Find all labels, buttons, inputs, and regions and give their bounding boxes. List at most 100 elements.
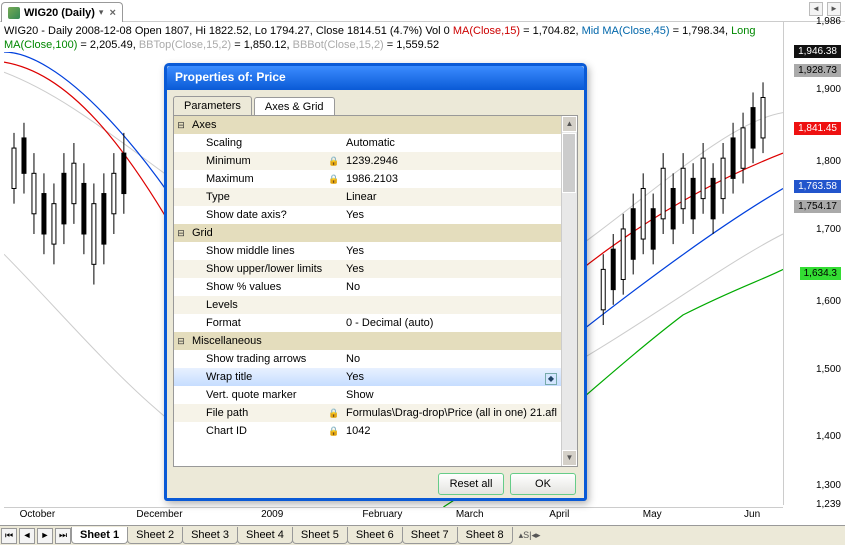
- ok-button[interactable]: OK: [510, 473, 576, 495]
- property-row[interactable]: Minimum🔒1239.2946: [174, 152, 561, 170]
- property-row[interactable]: Levels: [174, 296, 561, 314]
- property-row[interactable]: Show % values No: [174, 278, 561, 296]
- x-tick: October: [20, 509, 56, 520]
- property-value[interactable]: Automatic: [342, 137, 561, 149]
- scroll-up-icon[interactable]: ▲: [562, 116, 577, 132]
- y-value-box: 1,928.73: [794, 64, 841, 77]
- property-label: Maximum: [188, 173, 328, 185]
- sheet-more-icon[interactable]: ▴S|◂▸: [515, 530, 545, 541]
- property-label: Minimum: [188, 155, 328, 167]
- reset-all-button[interactable]: Reset all: [438, 473, 504, 495]
- sheet-tab[interactable]: Sheet 1: [71, 527, 128, 544]
- property-label: Show date axis?: [188, 209, 328, 221]
- x-tick: April: [549, 509, 569, 520]
- sheet-tab[interactable]: Sheet 2: [127, 527, 183, 544]
- sheet-prev-button[interactable]: ◄: [19, 528, 35, 544]
- tab-next-button[interactable]: ►: [827, 2, 841, 16]
- y-value-box: 1,634.3: [800, 267, 841, 280]
- properties-dialog: Properties of: Price Parameters Axes & G…: [164, 63, 587, 501]
- property-value[interactable]: Yes: [342, 263, 561, 275]
- y-tick: 1,800: [791, 156, 841, 167]
- section-header[interactable]: ⊟Miscellaneous: [174, 332, 561, 350]
- property-label: Show trading arrows: [188, 353, 328, 365]
- property-row[interactable]: Wrap title Yes◆: [174, 368, 561, 386]
- sheet-tab[interactable]: Sheet 5: [292, 527, 348, 544]
- y-tick: 1,500: [791, 364, 841, 375]
- chart-tab-title: WIG20 (Daily): [24, 7, 95, 19]
- collapse-icon[interactable]: ⊟: [174, 120, 188, 131]
- property-row[interactable]: Vert. quote markerShow: [174, 386, 561, 404]
- collapse-icon[interactable]: ⊟: [174, 228, 188, 239]
- property-label: Format: [188, 317, 328, 329]
- x-tick: May: [643, 509, 662, 520]
- sheet-tab[interactable]: Sheet 6: [347, 527, 403, 544]
- dialog-title: Properties of: Price: [167, 66, 584, 90]
- lock-icon: 🔒: [328, 156, 342, 167]
- property-value[interactable]: 0 - Decimal (auto): [342, 317, 561, 329]
- property-value[interactable]: No: [342, 281, 561, 293]
- sheet-next-button[interactable]: ►: [37, 528, 53, 544]
- property-label: Chart ID: [188, 425, 328, 437]
- scroll-thumb[interactable]: [562, 133, 576, 193]
- property-row[interactable]: TypeLinear: [174, 188, 561, 206]
- property-value[interactable]: Formulas\Drag-drop\Price (all in one) 21…: [342, 407, 561, 419]
- property-label: Show % values: [188, 281, 328, 293]
- y-value-box: 1,763.58: [794, 180, 841, 193]
- property-row[interactable]: Chart ID🔒1042: [174, 422, 561, 440]
- dialog-tabs: Parameters Axes & Grid: [173, 96, 578, 115]
- chart-tab-bar: WIG20 (Daily) ▾ × ◄ ►: [0, 0, 845, 22]
- property-label: Levels: [188, 299, 328, 311]
- tab-parameters[interactable]: Parameters: [173, 96, 252, 115]
- y-tick: 1,600: [791, 296, 841, 307]
- tab-axes-grid[interactable]: Axes & Grid: [254, 97, 335, 116]
- property-label: Wrap title: [188, 371, 328, 383]
- y-tick: 1,400: [791, 431, 841, 442]
- property-label: Show middle lines: [188, 245, 328, 257]
- y-tick: 1,700: [791, 224, 841, 235]
- property-row[interactable]: Maximum🔒1986.2103: [174, 170, 561, 188]
- property-value[interactable]: Yes: [342, 245, 561, 257]
- chart-icon: [8, 7, 20, 19]
- property-row[interactable]: ScalingAutomatic: [174, 134, 561, 152]
- scroll-down-icon[interactable]: ▼: [562, 450, 577, 466]
- dropdown-icon[interactable]: ◆: [545, 373, 557, 385]
- y-value-box: 1,754.17: [794, 200, 841, 213]
- lock-icon: 🔒: [328, 174, 342, 185]
- tab-nav: ◄ ►: [809, 2, 841, 16]
- property-value[interactable]: Yes: [342, 209, 561, 221]
- property-label: File path: [188, 407, 328, 419]
- chart-tab[interactable]: WIG20 (Daily) ▾ ×: [1, 2, 123, 22]
- tab-prev-button[interactable]: ◄: [809, 2, 823, 16]
- close-tab-icon[interactable]: ×: [109, 7, 115, 19]
- property-value[interactable]: 1239.2946: [342, 155, 561, 167]
- lock-icon: 🔒: [328, 408, 342, 419]
- sheet-tab[interactable]: Sheet 8: [457, 527, 513, 544]
- sheet-last-button[interactable]: ⏭: [55, 528, 71, 544]
- property-scrollbar[interactable]: ▲ ▼: [561, 116, 577, 466]
- property-value[interactable]: Yes◆: [342, 371, 561, 383]
- property-value[interactable]: 1042: [342, 425, 561, 437]
- property-row[interactable]: Show trading arrows No: [174, 350, 561, 368]
- y-tick: 1,900: [791, 84, 841, 95]
- property-value[interactable]: Linear: [342, 191, 561, 203]
- sheet-tab[interactable]: Sheet 7: [402, 527, 458, 544]
- property-row[interactable]: Show date axis? Yes: [174, 206, 561, 224]
- property-grid: ⊟AxesScalingAutomaticMinimum🔒1239.2946Ma…: [173, 115, 578, 467]
- property-row[interactable]: File path🔒Formulas\Drag-drop\Price (all …: [174, 404, 561, 422]
- property-row[interactable]: Show middle lines Yes: [174, 242, 561, 260]
- sheet-first-button[interactable]: ⏮: [1, 528, 17, 544]
- property-row[interactable]: Format 0 - Decimal (auto): [174, 314, 561, 332]
- dialog-buttons: Reset all OK: [167, 473, 584, 501]
- lock-icon: 🔒: [328, 426, 342, 437]
- sheet-tab[interactable]: Sheet 3: [182, 527, 238, 544]
- collapse-icon[interactable]: ⊟: [174, 336, 188, 347]
- property-value[interactable]: 1986.2103: [342, 173, 561, 185]
- property-value[interactable]: Show: [342, 389, 561, 401]
- property-value[interactable]: No: [342, 353, 561, 365]
- section-header[interactable]: ⊟Grid: [174, 224, 561, 242]
- section-header[interactable]: ⊟Axes: [174, 116, 561, 134]
- property-row[interactable]: Show upper/lower limitsYes: [174, 260, 561, 278]
- sheet-tab[interactable]: Sheet 4: [237, 527, 293, 544]
- section-label: Grid: [188, 227, 328, 239]
- chevron-down-icon[interactable]: ▾: [99, 7, 104, 18]
